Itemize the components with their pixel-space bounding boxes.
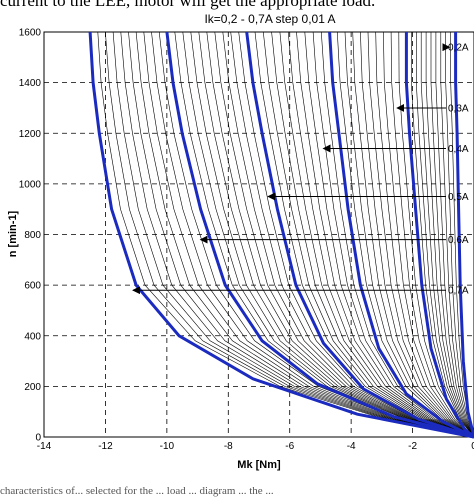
y-tick-label: 600: [24, 281, 41, 292]
annotation-label: 0,2A: [448, 43, 469, 54]
x-tick-label: -6: [285, 441, 294, 452]
y-tick-label: 0: [35, 433, 41, 444]
y-tick-label: 1200: [19, 129, 42, 140]
annotation-label: 0,3A: [448, 103, 469, 114]
x-tick-label: -4: [347, 441, 356, 452]
x-tick-label: -10: [160, 441, 175, 452]
x-tick-label: -12: [98, 441, 113, 452]
y-axis-label: n [min-1]: [7, 210, 19, 257]
annotation-label: 0,7A: [448, 286, 469, 297]
y-tick-label: 800: [24, 230, 41, 241]
y-tick-label: 400: [24, 331, 41, 342]
x-axis-label: Mk [Nm]: [237, 459, 281, 471]
y-tick-label: 1000: [19, 179, 42, 190]
caption-bottom: characteristics of... selected for the .…: [0, 485, 474, 499]
annotation-label: 0,6A: [448, 235, 469, 246]
y-tick-label: 200: [24, 382, 41, 393]
y-tick-label: 1400: [19, 78, 42, 89]
x-tick-label: -8: [224, 441, 233, 452]
x-tick-label: -2: [408, 441, 417, 452]
y-tick-label: 1600: [19, 28, 42, 39]
annotation-label: 0,4A: [448, 144, 469, 155]
annotation-label: 0,5A: [448, 192, 469, 203]
